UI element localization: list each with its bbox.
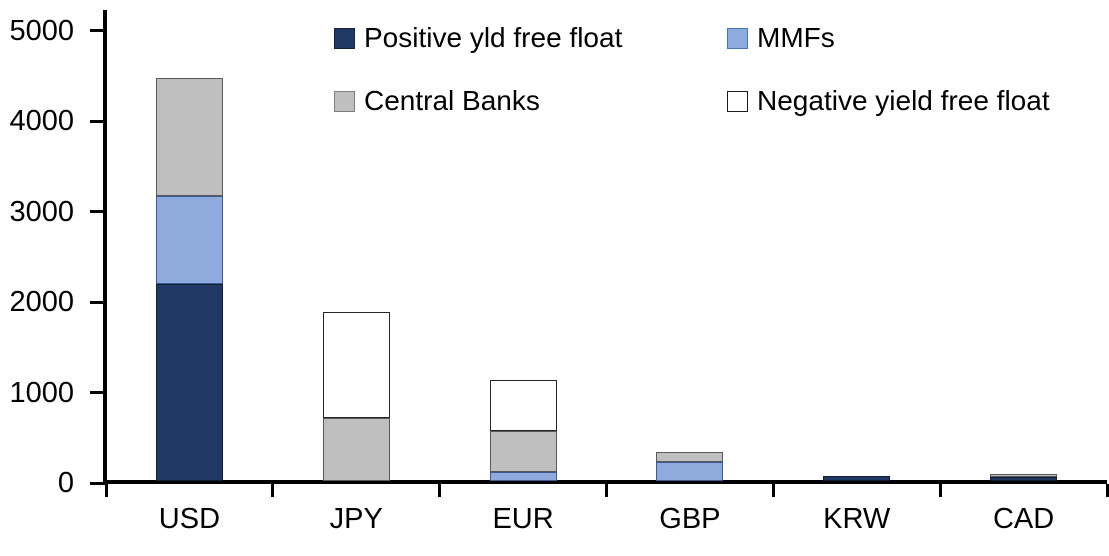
x-tick xyxy=(104,484,108,497)
legend-item: Central Banks xyxy=(334,85,540,116)
x-label-EUR: EUR xyxy=(492,503,554,535)
x-tick xyxy=(771,484,775,497)
legend-label: MMFs xyxy=(757,22,835,53)
y-tick-label: 4000 xyxy=(9,105,74,137)
bar-segment-GBP xyxy=(656,461,724,481)
bar-segment-JPY xyxy=(322,417,390,481)
legend-item: MMFs xyxy=(727,22,835,53)
y-tick xyxy=(90,481,105,485)
bar-segment-JPY xyxy=(322,311,390,418)
x-tick xyxy=(438,484,442,497)
bar-segment-GBP xyxy=(656,452,724,462)
y-tick xyxy=(90,29,105,32)
bar-segment-USD xyxy=(155,78,223,196)
legend-label: Central Banks xyxy=(364,85,540,116)
y-tick-label: 1000 xyxy=(9,376,74,409)
bar-segment-USD xyxy=(155,195,223,284)
bar-segment-CAD xyxy=(990,477,1058,481)
legend-item: Negative yield free float xyxy=(727,85,1050,116)
x-tick xyxy=(938,484,942,497)
legend-swatch xyxy=(334,90,355,112)
y-tick xyxy=(90,300,105,304)
legend-label: Negative yield free float xyxy=(757,85,1050,116)
legend-swatch xyxy=(727,27,748,49)
x-label-GBP: GBP xyxy=(659,503,721,535)
x-tick xyxy=(605,484,608,497)
legend-label: Positive yld free float xyxy=(364,22,623,53)
x-label-KRW: KRW xyxy=(823,503,891,535)
x-axis-line xyxy=(103,480,1107,484)
x-label-JPY: JPY xyxy=(329,503,383,535)
bar-segment-KRW xyxy=(823,476,891,481)
bar-segment-EUR xyxy=(489,471,557,481)
y-tick xyxy=(90,119,105,123)
y-tick xyxy=(90,210,105,213)
bar-segment-EUR xyxy=(489,431,557,472)
y-tick-label: 0 xyxy=(57,467,74,499)
y-tick xyxy=(90,391,105,394)
bar-segment-USD xyxy=(155,283,223,481)
bar-segment-CAD xyxy=(990,473,1058,478)
y-tick-label: 3000 xyxy=(9,195,74,228)
bar-segment-EUR xyxy=(489,379,557,432)
x-label-USD: USD xyxy=(158,503,221,535)
y-axis-line xyxy=(103,10,107,485)
legend-item: Positive yld free float xyxy=(334,22,623,53)
y-tick-label: 5000 xyxy=(9,14,74,47)
y-tick-label: 2000 xyxy=(9,286,74,318)
legend-swatch xyxy=(727,90,748,112)
x-tick xyxy=(1105,484,1109,497)
x-tick xyxy=(271,484,275,497)
x-label-CAD: CAD xyxy=(992,503,1055,535)
legend-swatch xyxy=(334,27,355,49)
